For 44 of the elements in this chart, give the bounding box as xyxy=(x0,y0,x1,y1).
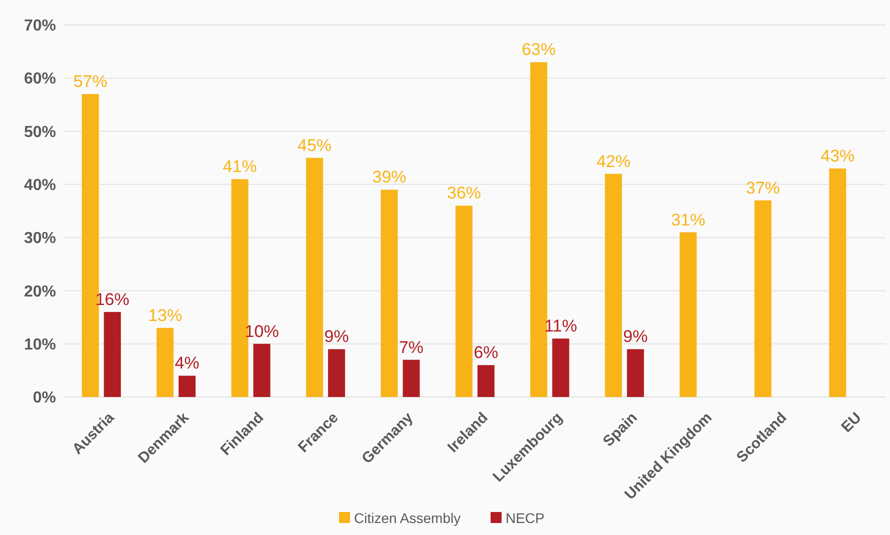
bar xyxy=(829,168,846,397)
bar xyxy=(380,190,398,397)
data-label: 41% xyxy=(222,157,257,176)
bar xyxy=(156,328,174,397)
bar xyxy=(530,62,548,397)
bar xyxy=(626,349,644,397)
data-label: 31% xyxy=(671,210,706,230)
y-tick-label: 20% xyxy=(24,283,56,300)
bar xyxy=(478,365,494,397)
data-label: 36% xyxy=(446,184,482,203)
y-tick-label: 60% xyxy=(24,70,56,88)
data-label: 43% xyxy=(820,146,855,166)
data-label: 63% xyxy=(522,40,556,60)
y-tick-label: 50% xyxy=(24,124,56,141)
data-label: 6% xyxy=(474,343,498,362)
y-tick-label: 10% xyxy=(24,336,56,354)
bar xyxy=(456,206,472,397)
bar xyxy=(328,349,346,397)
bar xyxy=(552,338,570,397)
bar xyxy=(253,344,270,397)
data-label: 9% xyxy=(623,327,648,346)
bar xyxy=(754,200,772,397)
legend-label: Citizen Assembly xyxy=(354,510,461,526)
data-label: 45% xyxy=(298,136,332,155)
y-tick-label: 30% xyxy=(24,230,56,248)
data-label: 42% xyxy=(596,152,630,171)
data-label: 7% xyxy=(398,338,424,357)
bar xyxy=(306,158,324,397)
y-tick-label: 0% xyxy=(32,390,56,407)
y-tick-label: 70% xyxy=(24,18,56,35)
bar xyxy=(680,232,697,397)
data-label: 13% xyxy=(148,306,182,325)
bar xyxy=(604,174,622,397)
data-label: 4% xyxy=(174,354,200,373)
data-label: 9% xyxy=(324,327,349,346)
bar xyxy=(402,360,420,397)
legend-label: NECP xyxy=(506,510,545,526)
y-tick-label: 40% xyxy=(24,177,56,194)
bar xyxy=(178,376,196,397)
data-label: 39% xyxy=(372,168,406,187)
data-label: 57% xyxy=(73,72,108,92)
data-label: 37% xyxy=(746,178,780,198)
bar xyxy=(104,312,121,397)
x-tick-label: EU xyxy=(838,409,865,436)
